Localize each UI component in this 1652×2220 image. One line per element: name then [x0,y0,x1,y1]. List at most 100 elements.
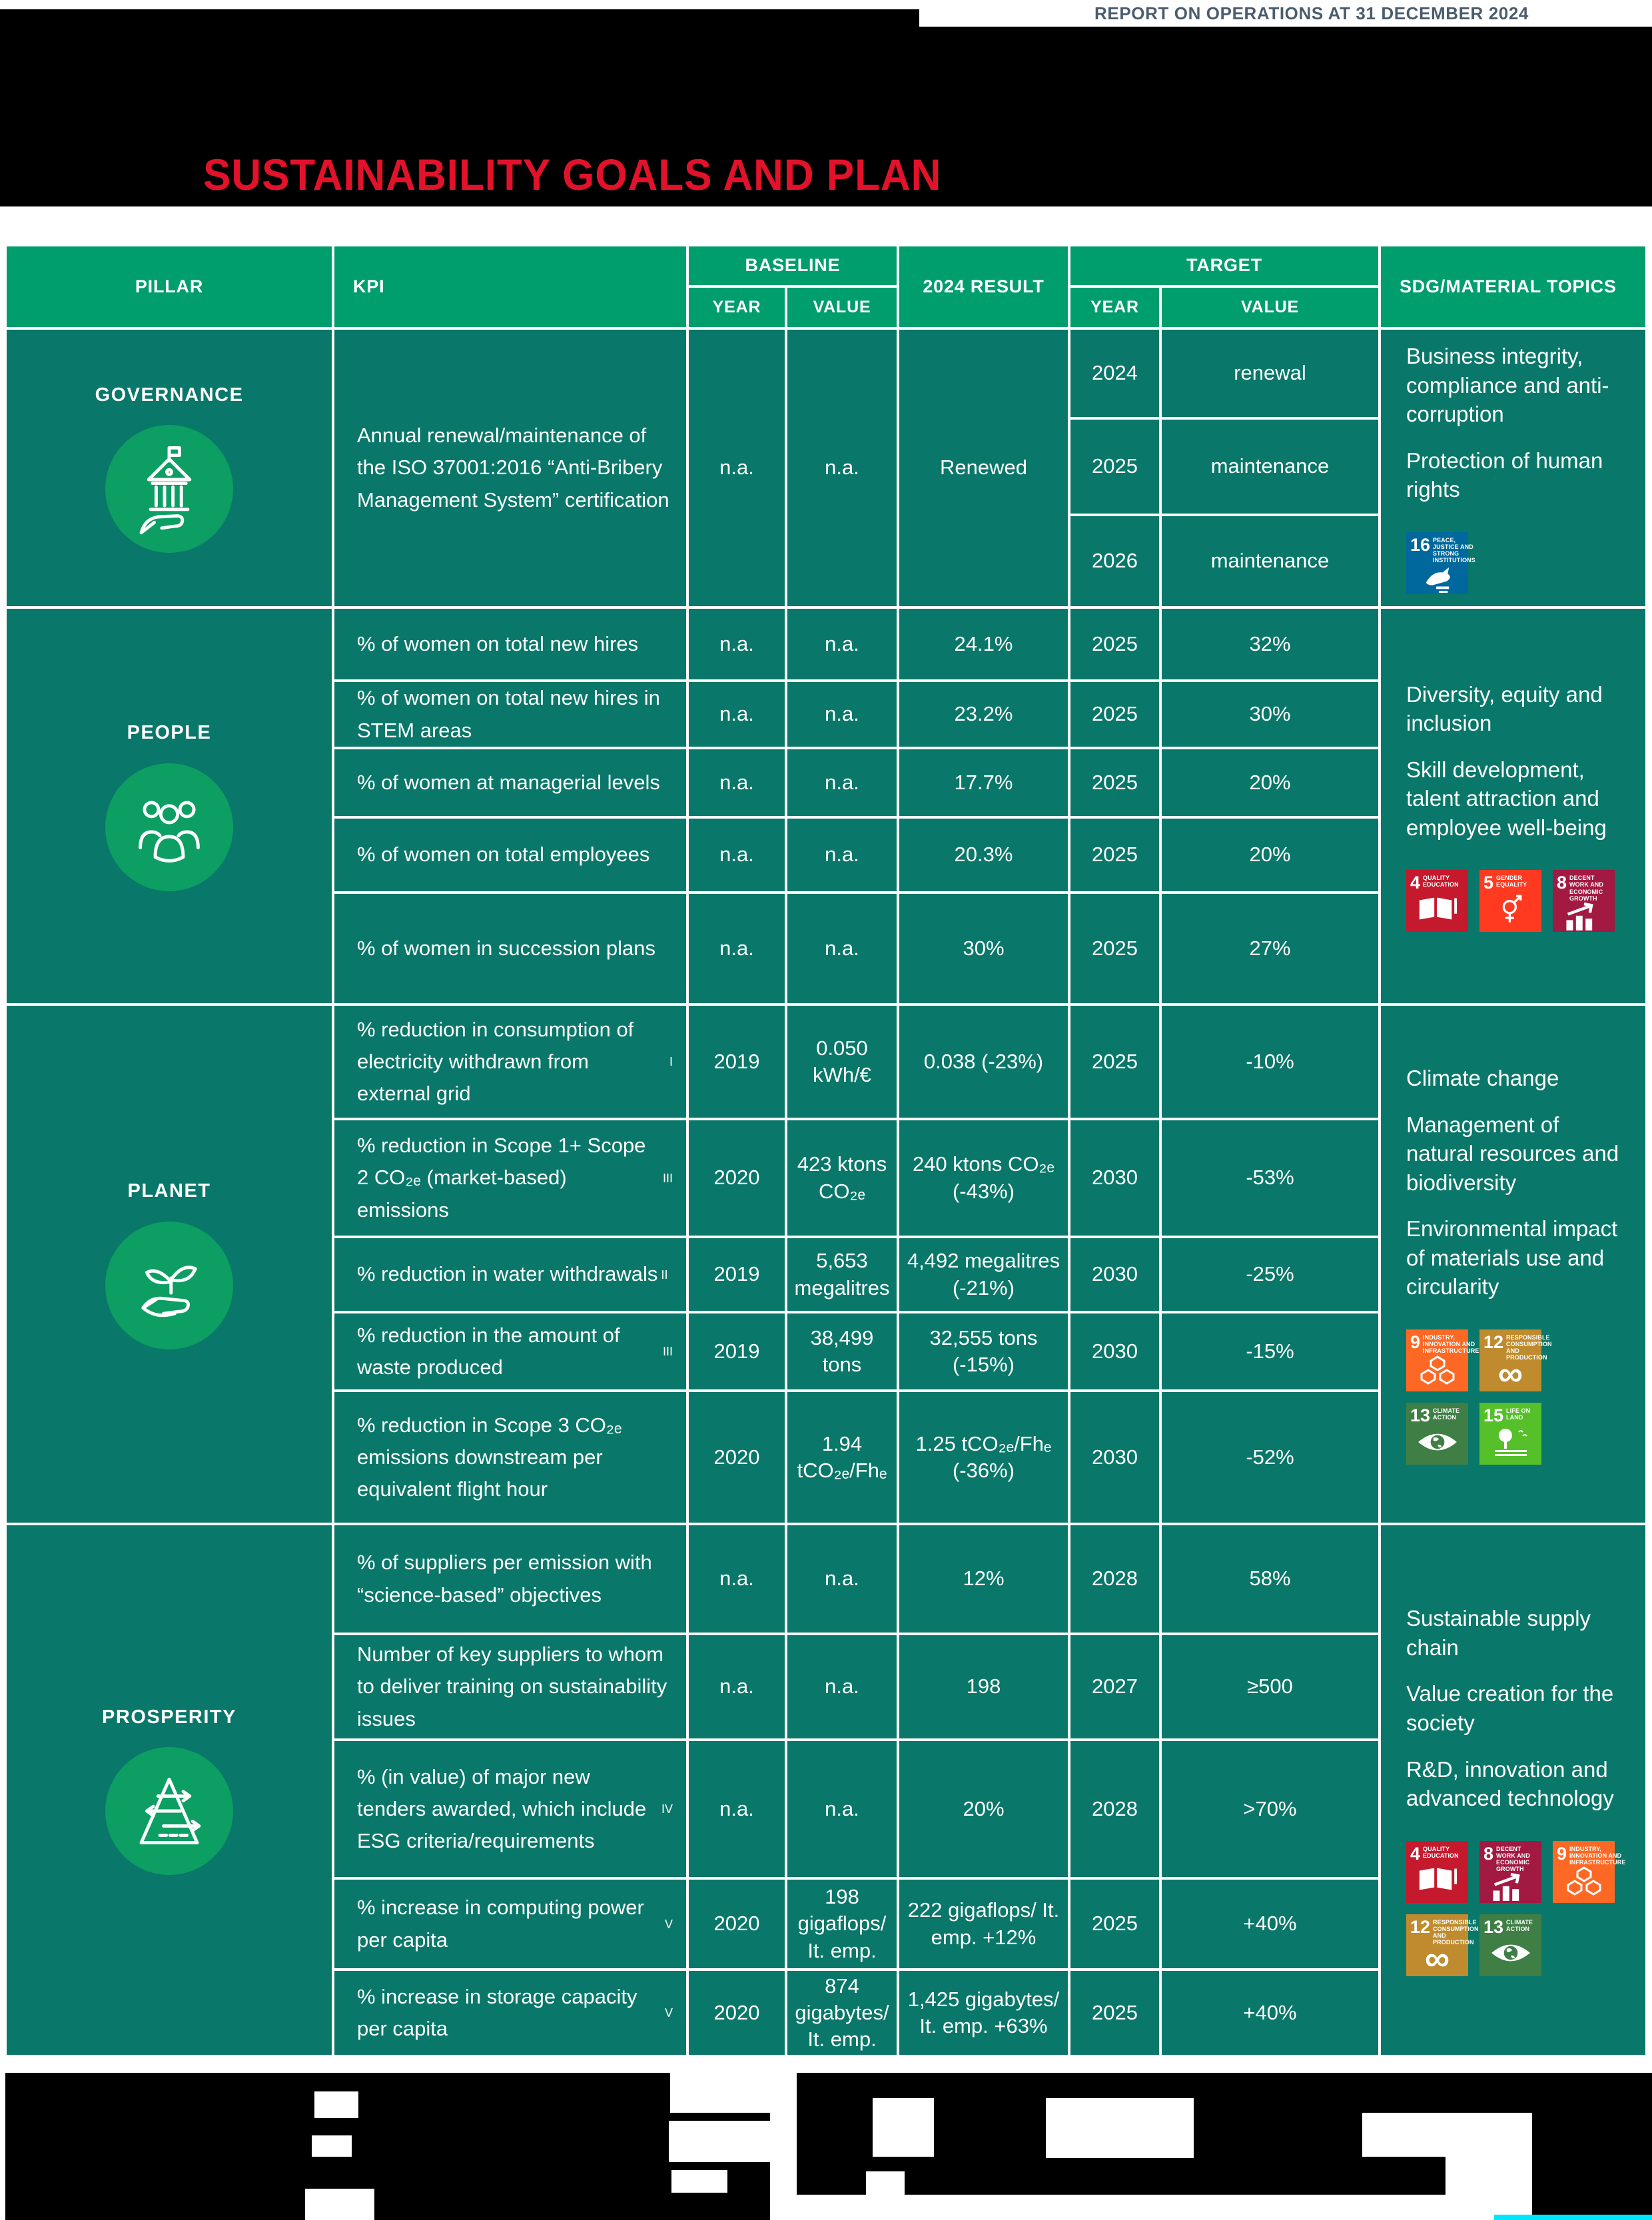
col-header-kpi: KPI [333,245,687,328]
result-cell: 0.038 (-23%) [898,1004,1069,1119]
col-header-baseline: BASELINE [687,245,898,286]
target-year-cell: 2025 [1069,893,1160,1004]
kpi-cell: % reduction in Scope 1+ Scope 2 CO₂ₑ (ma… [333,1119,687,1237]
sdg-5-icon: 5 GENDER EQUALITY [1479,870,1541,932]
kpi-cell: % (in value) of major new tenders awarde… [333,1740,687,1878]
result-cell: 222 gigaflops/ It. emp. +12% [898,1878,1069,1970]
sdg-icon-grid: 4 QUALITY EDUCATION 8 DECENT WORK AND ECON… [1406,1840,1626,1978]
governance-icon [105,425,233,554]
col-header-target: TARGET [1069,245,1380,286]
material-topic: Sustainable supply chain [1406,1606,1591,1660]
baseline-year-cell: 2020 [687,1970,786,2056]
material-topic: R&D, innovation and advanced technology [1406,1756,1614,1811]
result-cell: 1.25 tCO₂ₑ/Fhₑ (-36%) [898,1391,1069,1524]
col-header-sdg: SDG/MATERIAL TOPICS [1380,245,1647,328]
sdg-icon-grid: 9 INDUSTRY, INNOVATION AND INFRASTRUCTURE… [1406,1329,1552,1465]
sdg-cell-people: Diversity, equity and inclusion Skill de… [1380,607,1647,1004]
sdg-cell-planet: Climate change Management of natural res… [1380,1004,1647,1524]
sdg-13-icon: 13 CLIMATE ACTION [1406,1402,1468,1465]
pillar-planet-label: PLANET [127,1180,211,1202]
people-icon [105,763,233,891]
pillar-cell-prosperity: PROSPERITY [5,1524,333,2056]
target-value-cell: -52% [1160,1391,1380,1524]
kpi-cell: % reduction in water withdrawals II [333,1237,687,1312]
result-cell: 20% [898,1740,1069,1878]
target-value-cell: 32% [1160,607,1380,681]
pillar-prosperity-label: PROSPERITY [102,1706,236,1728]
material-topic: Climate change [1406,1066,1559,1091]
target-year-cell: 2030 [1069,1237,1160,1312]
pillar-governance-label: GOVERNANCE [95,384,244,406]
sdg-8-icon: 8 DECENT WORK AND ECONOMIC GROWTH [1553,870,1615,932]
col-header-target-year: YEAR [1069,286,1160,328]
infinity-glyph: ∞ [1424,1939,1450,1978]
baseline-value-cell: n.a. [786,1634,898,1740]
kpi-cell: Number of key suppliers to whom to deliv… [333,1634,687,1740]
sdg-12-icon: 12 RESPONSIBLE CONSUMPTION AND PRODUCTION… [1479,1329,1552,1391]
baseline-value-cell: 1.94 tCO₂ₑ/Fhₑ [786,1391,898,1524]
sdg-9-icon: 9 INDUSTRY, INNOVATION AND INFRASTRUCTURE [1553,1840,1625,1903]
result-cell: 30% [898,893,1069,1004]
header-black-band [0,9,1652,206]
kpi-cell: % of women at managerial levels [333,748,687,817]
baseline-value-cell: 0.050 kWh/€ [786,1004,898,1119]
kpi-cell: % of women on total new hires in STEM ar… [333,681,687,748]
sdg-icon-row: 4 QUALITY EDUCATION 5 GENDER EQUALITY 8 DEC… [1406,870,1615,932]
eye-globe-glyph [1410,1423,1464,1460]
kpi-cell: % reduction in consumption of electricit… [333,1004,687,1119]
target-year-cell: 2028 [1069,1524,1160,1634]
kpi-cell: Annual renewal/maintenance of the ISO 37… [333,328,687,607]
material-topic: Protection of human rights [1406,448,1603,502]
redaction-block [5,2073,770,2220]
baseline-year-cell: 2020 [687,1391,786,1524]
result-cell: 20.3% [898,817,1069,893]
growth-chart-glyph [1483,1872,1537,1903]
baseline-year-cell: n.a. [687,1634,786,1740]
result-cell: 1,425 gigabytes/ It. emp. +63% [898,1970,1069,2056]
baseline-year-cell: n.a. [687,748,786,817]
baseline-year-cell: n.a. [687,607,786,681]
sdg-4-icon: 4 QUALITY EDUCATION [1406,870,1468,932]
baseline-year-cell: 2020 [687,1878,786,1970]
baseline-year-cell: 2019 [687,1312,786,1391]
growth-chart-glyph [1557,902,1611,932]
col-header-target-value: VALUE [1160,286,1380,328]
target-value-cell: >70% [1160,1740,1380,1878]
cyan-accent-bar [1494,2215,1652,2220]
target-value-cell: 20% [1160,748,1380,817]
baseline-value-cell: 38,499 tons [786,1312,898,1391]
target-value-cell: maintenance [1160,418,1380,515]
sdg-9-icon: 9 INDUSTRY, INNOVATION AND INFRASTRUCTURE [1406,1329,1479,1391]
baseline-value-cell: n.a. [786,607,898,681]
kpi-cell: % increase in computing power per capita… [333,1878,687,1970]
material-topic: Business integrity, compliance and anti-… [1406,344,1609,427]
target-year-cell: 2025 [1069,1878,1160,1970]
header-white-strip: REPORT ON OPERATIONS AT 31 DECEMBER 2024 [919,0,1652,27]
pillar-people-label: PEOPLE [127,722,212,744]
baseline-year-cell: n.a. [687,893,786,1004]
sdg-8-icon: 8 DECENT WORK AND ECONOMIC GROWTH [1479,1840,1541,1903]
baseline-value-cell: n.a. [786,817,898,893]
target-value-cell: +40% [1160,1878,1380,1970]
sustainability-goals-table: PILLAR KPI BASELINE YEAR VALUE 2024 RESU… [5,245,1647,2056]
sdg-icon-row: 16 PEACE, JUSTICE AND STRONG INSTITUTIONS [1406,532,1475,594]
target-value-cell: -15% [1160,1312,1380,1391]
target-year-cell: 2030 [1069,1391,1160,1524]
report-header: REPORT ON OPERATIONS AT 31 DECEMBER 2024 [1094,3,1529,23]
kpi-cell: % of women in succession plans [333,893,687,1004]
material-topic: Environmental impact of materials use an… [1406,1216,1618,1299]
target-year-cell: 2027 [1069,1634,1160,1740]
target-year-cell: 2025 [1069,1970,1160,2056]
cubes-glyph [1557,1866,1611,1898]
baseline-value-cell: 5,653 megalitres [786,1237,898,1312]
sdg-12-icon: 12 RESPONSIBLE CONSUMPTION AND PRODUCTION… [1406,1914,1479,1978]
kpi-cell: % of women on total employees [333,817,687,893]
pillar-cell-planet: PLANET [5,1004,333,1524]
kpi-cell: % reduction in the amount of waste produ… [333,1312,687,1391]
target-year-cell: 2026 [1069,515,1160,607]
baseline-year-cell: 2019 [687,1237,786,1312]
sdg-4-icon: 4 QUALITY EDUCATION [1406,1840,1468,1903]
target-year-cell: 2024 [1069,328,1160,418]
gender-glyph [1483,891,1537,928]
